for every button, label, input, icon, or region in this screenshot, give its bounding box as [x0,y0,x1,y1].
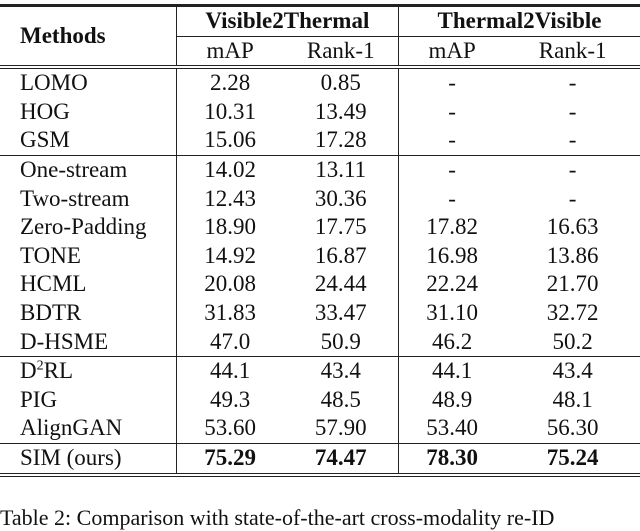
v2t-map-value: 44.1 [176,356,284,386]
v2t-rank1-value: 57.90 [283,414,399,444]
t2v-rank1-value: - [568,70,577,96]
t2v-rank1-value: 43.4 [505,356,640,386]
t2v-map-value: 22.24 [426,271,478,297]
v2t-rank1-value: 17.28 [283,126,399,156]
t2v-rank1-value: 21.70 [546,271,599,297]
t2v-map-value: - [448,98,456,124]
methods-header: Methods [0,4,177,68]
method-name: PIG [0,385,177,415]
t2v-rank1-value: 16.63 [546,214,599,240]
t2v-rank1-value: 32.72 [546,299,599,325]
t2v-map-value: - [398,154,506,185]
method-name: GSM [0,126,177,156]
t2v-rank1-value: 48.1 [552,386,593,412]
v2t-rank1-value: 13.49 [283,97,399,127]
t2v-rank1-value: 50.2 [552,328,593,354]
v2t-rank1-value: 16.87 [283,241,399,271]
v2t-rank1-value: 48.5 [283,385,399,415]
v2t-rank1-value: 43.4 [283,356,399,386]
v2t-map-value: 15.06 [204,127,256,153]
table-caption: Table 2: Comparison with state-of-the-ar… [0,505,555,530]
v2t-rank1-value: 30.36 [283,184,399,214]
method-name: D-HSME [0,327,177,357]
v2t-map-value: 14.02 [176,154,284,185]
v2t-map-value: 47.0 [209,328,251,354]
method-name: D2RL [0,356,177,386]
t2v-map-value-best: 78.30 [398,442,506,477]
subheader-t2v-map: mAP [398,35,506,70]
group-header-thermal2visible: Thermal2Visible [398,4,640,37]
method-name: HCML [0,270,177,299]
subheader-t2v-rank1: Rank-1 [505,35,640,70]
v2t-map-value: 31.83 [204,299,256,325]
v2t-rank1-value-best: 74.47 [283,442,399,477]
t2v-map-value: - [448,70,456,96]
method-name: HOG [0,97,177,127]
t2v-map-value: 46.2 [432,328,473,354]
t2v-rank1-value: - [568,185,577,211]
t2v-map-value: - [448,185,456,211]
v2t-rank1-value: 13.11 [283,154,399,185]
subheader-v2t-rank1: Rank-1 [283,35,399,70]
v2t-map-value: 12.43 [204,185,256,211]
method-name-base: D [20,358,37,384]
t2v-map-value: - [448,127,456,153]
v2t-map-value: 53.60 [204,415,256,441]
method-name-superscript: 2 [36,358,44,374]
group-header-visible2thermal: Visible2Thermal [176,4,399,37]
method-name: TONE [0,241,177,271]
t2v-map-value: 17.82 [426,214,478,240]
t2v-map-value: 31.10 [426,299,478,325]
v2t-rank1-value: 24.44 [283,270,399,299]
t2v-rank1-value: - [568,98,577,124]
t2v-map-value: 44.1 [398,356,506,386]
method-name: Zero-Padding [0,213,177,242]
method-name: One-stream [0,154,177,185]
v2t-map-value: 10.31 [204,98,256,124]
t2v-map-value: 16.98 [426,242,478,268]
method-name: BDTR [0,298,177,328]
method-name-rest: RL [43,358,74,384]
v2t-rank1-value: 0.85 [283,67,399,98]
v2t-map-value: 49.3 [209,386,251,412]
method-name: LOMO [0,65,177,98]
t2v-rank1-value: 56.30 [546,415,599,441]
v2t-map-value: 18.90 [204,214,256,240]
results-table-container: Methods Visible2Thermal Thermal2Visible … [0,4,640,477]
method-name-ours: SIM (ours) [0,442,177,477]
t2v-map-value: 48.9 [432,386,473,412]
subheader-v2t-map: mAP [176,35,284,70]
t2v-rank1-value: - [568,127,577,153]
v2t-map-value: 20.08 [204,271,256,297]
v2t-rank1-value: 17.75 [283,213,399,242]
method-name: Two-stream [0,184,177,214]
method-name: AlignGAN [0,414,177,444]
v2t-map-value: 2.28 [209,70,251,96]
results-table: Methods Visible2Thermal Thermal2Visible … [0,4,640,477]
v2t-map-value-best: 75.29 [176,442,284,477]
v2t-rank1-value: 50.9 [283,327,399,357]
t2v-rank1-value: 13.86 [546,242,599,268]
t2v-rank1-value-best: 75.24 [505,442,640,477]
v2t-rank1-value: 33.47 [283,298,399,328]
t2v-rank1-value: - [505,154,640,185]
t2v-map-value: 53.40 [426,415,478,441]
v2t-map-value: 14.92 [204,242,256,268]
